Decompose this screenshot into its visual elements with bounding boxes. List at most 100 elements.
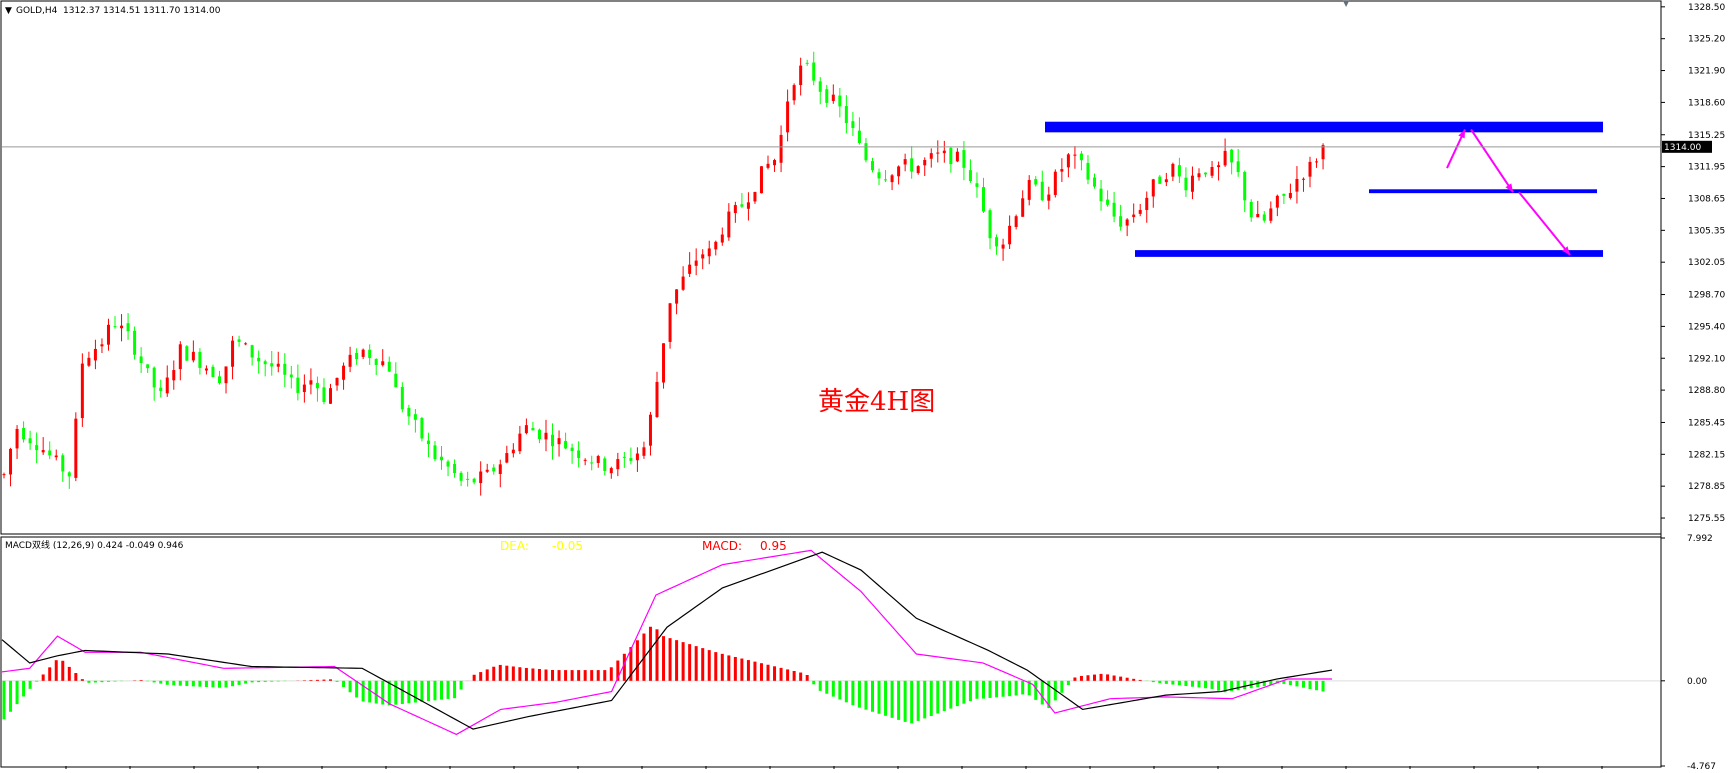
candle-body xyxy=(635,453,639,461)
candle-body xyxy=(276,363,280,367)
candle-body xyxy=(544,432,548,440)
candle-body xyxy=(485,469,489,472)
macd-label: MACD: xyxy=(702,539,742,553)
candle-body xyxy=(15,428,19,449)
candle-body xyxy=(283,363,287,375)
price-tick-label: 1302.05 xyxy=(1688,258,1725,268)
candle-body xyxy=(884,179,888,181)
candle-body xyxy=(662,343,666,383)
macd-tick-label: 0.00 xyxy=(1687,677,1707,687)
candle-body xyxy=(968,170,972,182)
candle-body xyxy=(446,461,450,467)
candle-body xyxy=(87,357,91,366)
candle-body xyxy=(733,205,737,214)
candle-body xyxy=(198,351,202,368)
candle-body xyxy=(629,458,633,461)
candle-body xyxy=(851,121,855,128)
candle-body xyxy=(1040,181,1044,201)
macd-tick-label: -4.767 xyxy=(1687,762,1716,769)
candle-body xyxy=(857,130,861,143)
candle-body xyxy=(511,449,515,454)
macd-panel-frame xyxy=(0,536,1662,768)
candle-body xyxy=(746,202,750,209)
candle-body xyxy=(1236,161,1240,173)
candle-body xyxy=(766,163,770,168)
candle-body xyxy=(322,387,326,403)
candle-body xyxy=(263,361,267,365)
candle-body xyxy=(289,374,293,378)
candle-body xyxy=(1204,172,1208,175)
candle-body xyxy=(890,175,894,183)
candle-body xyxy=(786,101,790,133)
candle-body xyxy=(139,356,143,363)
macd-histogram-group xyxy=(2,626,1325,724)
candle-body xyxy=(342,365,346,380)
candle-body xyxy=(35,445,39,451)
candle-body xyxy=(440,456,444,461)
dea-line xyxy=(1,551,1333,730)
candle-body xyxy=(1073,154,1077,156)
dea-value: -0.05 xyxy=(552,539,583,553)
candle-body xyxy=(949,147,953,165)
candle-body xyxy=(916,166,920,174)
candle-body xyxy=(1060,169,1064,172)
candle-body xyxy=(609,468,613,474)
arrow-head xyxy=(1562,246,1570,255)
candle-body xyxy=(590,462,594,464)
resistance-support-zone xyxy=(1135,250,1603,257)
candle-body xyxy=(701,254,705,259)
candle-body xyxy=(172,370,176,381)
candle-body xyxy=(1047,194,1051,201)
candle-body xyxy=(492,467,496,472)
candle-body xyxy=(270,363,274,367)
candle-body xyxy=(1230,149,1234,163)
candle-body xyxy=(929,153,933,159)
candle-body xyxy=(400,386,404,410)
candle-body xyxy=(1021,198,1025,217)
current-price-tag xyxy=(1662,140,1712,153)
resistance-support-zone xyxy=(1045,121,1603,133)
price-tick-label: 1321.90 xyxy=(1688,67,1725,77)
candle-body xyxy=(753,191,757,202)
candle-body xyxy=(54,455,58,458)
ohlc-label: 1312.37 1314.51 1311.70 1314.00 xyxy=(63,6,221,16)
candles-group xyxy=(2,51,1325,496)
candle-body xyxy=(335,377,339,386)
candle-body xyxy=(1008,225,1012,245)
candle-body xyxy=(714,241,718,250)
candle-body xyxy=(897,166,901,177)
candle-body xyxy=(67,472,71,477)
zones-group xyxy=(1045,121,1603,257)
candle-body xyxy=(453,463,457,474)
shift-marker-icon[interactable]: ▼ xyxy=(1343,0,1350,8)
candle-body xyxy=(126,323,130,332)
candle-body xyxy=(779,134,783,163)
candle-body xyxy=(1301,178,1305,180)
candle-body xyxy=(740,204,744,207)
price-tick-label: 1292.10 xyxy=(1688,354,1725,364)
candle-body xyxy=(426,440,430,445)
candle-body xyxy=(413,414,417,420)
candle-body xyxy=(1315,161,1319,163)
candle-body xyxy=(1093,177,1097,187)
candle-body xyxy=(329,388,332,404)
candle-body xyxy=(1321,145,1325,160)
candle-body xyxy=(1197,173,1201,178)
candle-body xyxy=(759,166,763,194)
arrows-group xyxy=(1446,128,1571,256)
candle-body xyxy=(100,344,104,347)
candle-body xyxy=(1053,171,1057,195)
candle-body xyxy=(551,434,555,447)
price-tick-label: 1288.80 xyxy=(1688,386,1725,396)
price-tick-label: 1318.60 xyxy=(1688,98,1725,108)
menu-caret-icon[interactable]: ▼ xyxy=(5,6,12,16)
arrow-head xyxy=(1458,129,1465,139)
candle-body xyxy=(191,351,195,361)
candle-body xyxy=(1275,195,1279,208)
candle-body xyxy=(1119,216,1123,227)
candle-body xyxy=(877,172,881,179)
candle-body xyxy=(217,376,221,384)
candle-body xyxy=(368,349,372,359)
candle-body xyxy=(237,339,241,342)
